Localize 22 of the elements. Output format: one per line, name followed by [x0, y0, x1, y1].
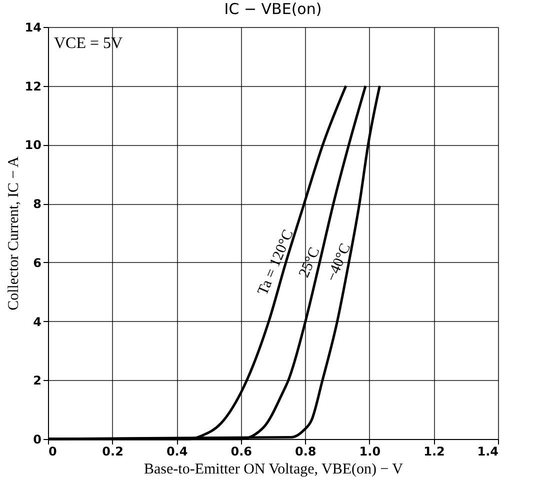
y-tick-label: 10 [24, 138, 42, 152]
x-tick-label: 1.0 [359, 444, 381, 458]
x-tick-label: 1.2 [424, 444, 445, 458]
y-tick-label: 12 [24, 79, 42, 94]
y-tick-label: 14 [24, 20, 42, 34]
text: Ta = 120°C [255, 228, 297, 298]
x-tick-label: 0.6 [230, 444, 252, 458]
x-tick-label: 0.4 [166, 444, 188, 458]
x-tick-label: 1.4 [477, 444, 498, 458]
x-tick-label: 0 [48, 444, 57, 458]
y-tick-label: 4 [33, 314, 42, 329]
y-tick-label: 2 [33, 374, 42, 388]
x-axis-title: Base-to-Emitter ON Voltage, VBE(on) − V [144, 462, 404, 478]
y-tick-label: 0 [33, 432, 42, 446]
text: 25°C [296, 245, 324, 280]
x-tick-label: 0.2 [102, 444, 124, 458]
text: −40°C [324, 241, 354, 284]
x-tick-label: 0.8 [295, 444, 316, 458]
y-tick-label: 6 [33, 256, 42, 270]
y-axis-title: Collector Current, IC − A [6, 156, 22, 310]
chart-title: IC − VBE(on) [224, 0, 322, 18]
y-tick-label: 8 [33, 197, 42, 212]
